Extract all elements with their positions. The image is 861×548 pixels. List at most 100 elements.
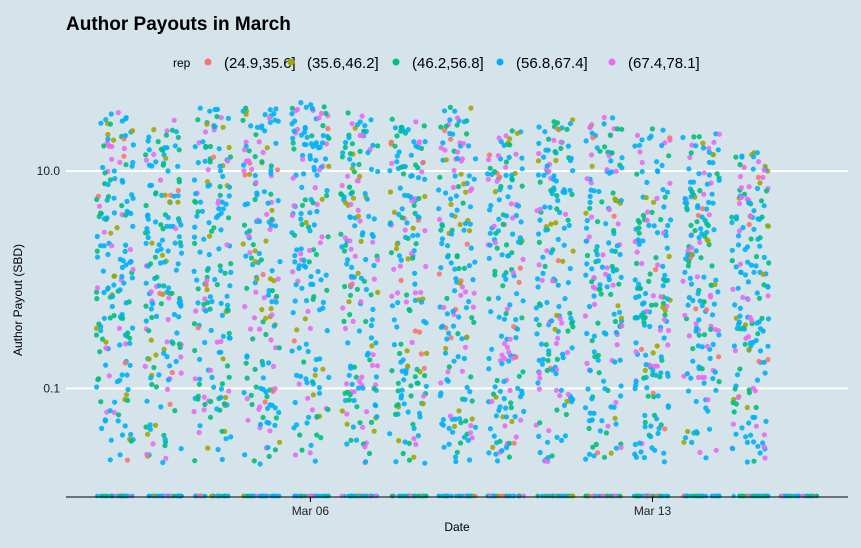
data-point <box>519 315 525 321</box>
date-column <box>191 105 234 499</box>
data-point <box>310 381 316 387</box>
data-point <box>690 297 696 304</box>
data-point <box>241 147 248 153</box>
data-point <box>409 173 415 179</box>
data-point <box>699 374 706 381</box>
data-point <box>123 392 130 398</box>
data-point <box>749 317 755 323</box>
data-point <box>459 493 464 499</box>
data-point <box>519 155 525 161</box>
data-point <box>242 202 248 208</box>
data-point <box>644 217 650 223</box>
data-point <box>307 450 313 456</box>
data-point <box>755 236 761 242</box>
data-point <box>103 362 109 368</box>
data-point <box>438 145 444 151</box>
data-point <box>367 357 373 363</box>
data-point <box>763 418 769 424</box>
data-point <box>494 178 500 184</box>
data-point <box>643 195 649 201</box>
data-point <box>610 268 617 274</box>
data-point <box>399 368 405 374</box>
data-point <box>275 276 281 282</box>
chart-title: Author Payouts in March <box>66 14 291 35</box>
data-point <box>501 378 507 385</box>
data-point <box>393 459 399 465</box>
data-point <box>200 139 206 145</box>
data-point <box>266 420 272 426</box>
data-point <box>660 283 666 289</box>
data-point <box>554 206 560 212</box>
data-point <box>452 454 459 460</box>
data-point <box>689 251 695 257</box>
data-point <box>148 375 154 381</box>
data-point <box>195 300 201 306</box>
data-point <box>169 127 175 133</box>
data-point <box>226 330 232 336</box>
data-point <box>760 174 766 180</box>
data-point <box>735 394 741 401</box>
data-point <box>153 352 159 358</box>
legend-label: (46.2,56.8] <box>412 55 484 72</box>
data-point <box>760 271 766 277</box>
data-point <box>172 408 178 414</box>
data-point <box>666 253 672 260</box>
data-point <box>496 314 502 320</box>
data-point <box>421 123 427 129</box>
date-column <box>240 105 283 499</box>
data-point <box>247 250 253 256</box>
data-point <box>665 493 670 499</box>
data-point <box>406 306 412 313</box>
data-point <box>750 414 756 420</box>
data-point <box>564 349 571 355</box>
data-point <box>414 366 420 372</box>
data-point <box>584 176 590 182</box>
data-point <box>516 493 522 499</box>
data-point <box>466 228 473 234</box>
data-point <box>686 333 692 339</box>
data-point <box>446 425 452 431</box>
data-point <box>644 179 650 185</box>
data-point <box>657 327 663 333</box>
data-point <box>553 178 559 184</box>
data-point <box>755 331 761 337</box>
data-point <box>583 456 589 462</box>
data-point <box>253 132 259 138</box>
data-point <box>154 248 160 254</box>
data-point <box>124 372 130 378</box>
data-point <box>363 459 369 465</box>
data-point <box>307 228 313 234</box>
data-point <box>554 193 560 199</box>
data-point <box>457 280 463 286</box>
data-point <box>393 246 400 252</box>
data-point <box>753 423 760 429</box>
data-point <box>540 254 546 260</box>
data-point <box>733 154 739 160</box>
data-point <box>296 381 302 387</box>
data-point <box>162 436 168 442</box>
date-column <box>631 126 674 499</box>
data-point <box>193 191 199 197</box>
data-point <box>307 156 313 162</box>
data-point <box>496 407 502 413</box>
data-point <box>686 294 692 301</box>
data-point <box>313 251 319 258</box>
data-point <box>149 314 155 321</box>
data-point <box>171 193 177 199</box>
data-point <box>219 312 225 318</box>
data-point <box>303 219 309 226</box>
data-point <box>646 222 652 228</box>
data-point <box>755 174 762 180</box>
data-point <box>500 493 505 499</box>
data-point <box>389 368 395 374</box>
data-point <box>143 202 149 209</box>
data-point <box>301 171 307 177</box>
legend-label: (24.9,35.6] <box>224 55 296 72</box>
data-point <box>177 298 183 304</box>
data-point <box>403 367 409 373</box>
data-point <box>737 173 744 180</box>
data-point <box>464 241 470 247</box>
data-point <box>662 272 668 278</box>
data-point <box>535 284 541 290</box>
data-point <box>594 252 600 258</box>
